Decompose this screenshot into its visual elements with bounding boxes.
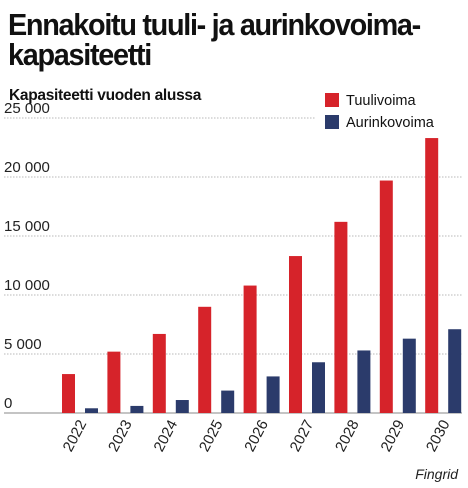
bar-aurinkovoima-2023 <box>130 405 144 413</box>
x-tick-label: 2028 <box>332 417 363 454</box>
legend-swatch-tuulivoima <box>325 93 339 107</box>
x-tick-label: 2023 <box>105 417 136 454</box>
bar-tuulivoima-2027 <box>289 256 302 413</box>
x-axis-ticks: 2022 2023 2024 2025 2026 2027 2028 2029 2030 <box>60 417 454 454</box>
y-tick-label: 5 000 <box>4 336 42 353</box>
y-tick-label: 10 000 <box>4 277 50 294</box>
x-tick-label: 2022 <box>60 417 91 454</box>
bar-aurinkovoima-2022 <box>85 408 98 413</box>
bar-aurinkovoima-2026 <box>266 376 280 413</box>
y-axis-ticks: 0 5 000 10 000 15 000 20 000 25 000 <box>4 100 50 412</box>
bar-aurinkovoima-2025 <box>221 390 235 413</box>
x-tick-label: 2025 <box>196 417 227 454</box>
bar-aurinkovoima-2028 <box>357 350 371 413</box>
x-tick-label: 2029 <box>377 417 408 454</box>
bar-tuulivoima-2026 <box>243 285 257 413</box>
x-tick-label: 2027 <box>287 417 318 454</box>
y-tick-label: 0 <box>4 395 12 412</box>
bar-tuulivoima-2022 <box>62 374 75 413</box>
bar-tuulivoima-2030 <box>425 138 439 413</box>
bars <box>62 138 462 413</box>
y-tick-label: 25 000 <box>4 100 50 117</box>
legend-swatch-aurinkovoima <box>325 115 339 129</box>
bar-tuulivoima-2023 <box>107 351 121 413</box>
legend-label-aurinkovoima: Aurinkovoima <box>346 115 435 131</box>
bar-tuulivoima-2029 <box>379 180 393 413</box>
x-tick-label: 2026 <box>241 417 272 454</box>
x-tick-label: 2030 <box>423 417 454 454</box>
legend-label-tuulivoima: Tuulivoima <box>346 93 417 109</box>
bar-aurinkovoima-2024 <box>175 400 189 413</box>
y-tick-label: 15 000 <box>4 218 50 235</box>
legend-box <box>316 84 462 130</box>
legend: Tuulivoima Aurinkovoima <box>316 84 462 131</box>
bar-aurinkovoima-2027 <box>312 362 325 413</box>
bar-aurinkovoima-2029 <box>402 338 416 413</box>
chart-subtitle: Kapasiteetti vuoden alussa <box>9 87 202 104</box>
chart-title: Ennakoitu tuuli- ja aurinkovoima-kapasit… <box>8 7 421 72</box>
bar-tuulivoima-2028 <box>334 221 348 413</box>
y-tick-label: 20 000 <box>4 159 50 176</box>
grid-lines <box>4 117 462 414</box>
x-tick-label: 2024 <box>150 417 181 454</box>
source-label: Fingrid <box>415 466 458 482</box>
bar-tuulivoima-2024 <box>152 333 166 413</box>
bar-aurinkovoima-2030 <box>448 329 462 413</box>
bar-tuulivoima-2025 <box>198 306 212 413</box>
